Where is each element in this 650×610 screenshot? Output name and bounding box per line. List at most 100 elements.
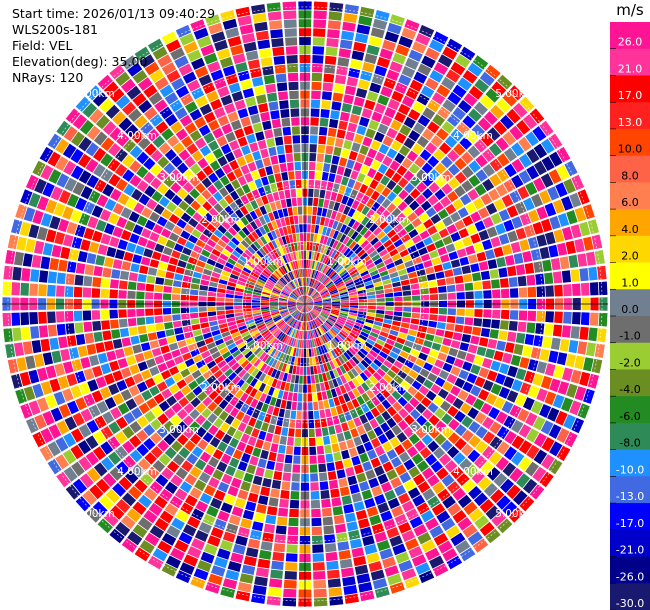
velocity-gate bbox=[411, 312, 421, 319]
velocity-gate bbox=[282, 313, 290, 319]
velocity-gate bbox=[248, 417, 257, 427]
velocity-gate bbox=[307, 277, 310, 287]
velocity-gate bbox=[246, 339, 255, 347]
velocity-gate bbox=[301, 296, 305, 304]
velocity-gate bbox=[290, 108, 300, 117]
field-label: Field: VEL bbox=[12, 38, 73, 53]
velocity-gate bbox=[398, 145, 411, 157]
velocity-gate bbox=[382, 323, 392, 329]
velocity-gate bbox=[366, 262, 375, 270]
velocity-gate bbox=[274, 136, 284, 146]
velocity-gate bbox=[478, 337, 489, 347]
velocity-gate bbox=[305, 277, 307, 286]
velocity-gate bbox=[384, 167, 396, 179]
velocity-gate bbox=[358, 334, 368, 341]
velocity-gate bbox=[300, 312, 303, 321]
velocity-gate bbox=[366, 312, 376, 317]
velocity-gate bbox=[242, 334, 252, 341]
velocity-gate bbox=[332, 240, 339, 249]
velocity-gate bbox=[126, 355, 137, 366]
velocity-gate bbox=[450, 385, 461, 397]
velocity-gate bbox=[324, 543, 337, 553]
velocity-gate bbox=[474, 139, 487, 153]
velocity-gate bbox=[241, 145, 251, 156]
velocity-gate bbox=[288, 307, 297, 312]
velocity-gate bbox=[28, 192, 41, 208]
velocity-gate bbox=[305, 304, 308, 313]
velocity-gate bbox=[267, 346, 275, 355]
velocity-gate bbox=[92, 320, 102, 331]
velocity-gate bbox=[374, 494, 386, 505]
velocity-gate bbox=[386, 229, 397, 239]
velocity-gate bbox=[402, 290, 412, 296]
velocity-gate bbox=[187, 343, 198, 352]
velocity-gate bbox=[398, 189, 409, 200]
velocity-gate bbox=[335, 357, 342, 367]
velocity-gate bbox=[525, 412, 538, 427]
velocity-gate bbox=[376, 339, 385, 346]
velocity-gate bbox=[453, 143, 466, 156]
velocity-gate bbox=[285, 274, 291, 282]
velocity-gate bbox=[456, 473, 470, 486]
velocity-gate bbox=[376, 293, 385, 299]
velocity-gate bbox=[316, 284, 324, 291]
velocity-gate bbox=[156, 216, 168, 227]
velocity-gate bbox=[313, 588, 327, 598]
velocity-gate bbox=[457, 517, 473, 531]
velocity-gate bbox=[261, 308, 270, 312]
velocity-gate bbox=[398, 451, 411, 463]
velocity-gate bbox=[137, 236, 148, 247]
velocity-gate bbox=[137, 77, 153, 91]
velocity-gate bbox=[315, 216, 321, 225]
velocity-gate bbox=[231, 269, 241, 277]
velocity-gate bbox=[572, 312, 581, 325]
velocity-gate bbox=[386, 469, 398, 481]
velocity-gate bbox=[305, 304, 312, 310]
velocity-gate bbox=[413, 71, 428, 84]
velocity-gate bbox=[255, 197, 264, 207]
velocity-gate bbox=[446, 315, 456, 324]
velocity-gate bbox=[320, 264, 326, 273]
velocity-gate bbox=[315, 356, 320, 365]
velocity-gate bbox=[265, 283, 274, 289]
velocity-gate bbox=[495, 373, 506, 385]
velocity-gate bbox=[387, 406, 397, 417]
velocity-gate bbox=[175, 467, 188, 480]
velocity-gate bbox=[244, 350, 253, 359]
velocity-gate bbox=[162, 352, 173, 362]
velocity-gate bbox=[286, 544, 298, 553]
velocity-gate bbox=[201, 189, 212, 200]
velocity-gate bbox=[363, 243, 373, 252]
velocity-gate bbox=[353, 96, 365, 107]
velocity-gate bbox=[191, 369, 202, 379]
velocity-gate bbox=[159, 488, 173, 502]
velocity-gate bbox=[298, 384, 303, 393]
velocity-gate bbox=[131, 407, 143, 420]
velocity-gate bbox=[359, 372, 369, 382]
velocity-gate bbox=[483, 482, 498, 497]
velocity-gate bbox=[507, 230, 518, 243]
velocity-gate bbox=[309, 339, 313, 348]
velocity-gate bbox=[305, 304, 312, 310]
velocity-gate bbox=[319, 314, 327, 320]
velocity-gate bbox=[299, 287, 303, 296]
velocity-gate bbox=[39, 445, 54, 462]
velocity-gate bbox=[556, 428, 570, 444]
velocity-gate bbox=[414, 156, 426, 168]
velocity-gate bbox=[227, 111, 239, 123]
velocity-gate bbox=[93, 163, 106, 178]
velocity-gate bbox=[386, 179, 397, 191]
velocity-gate bbox=[398, 492, 411, 505]
range-ring-label: 4.00km bbox=[117, 466, 157, 478]
velocity-gate bbox=[410, 318, 420, 325]
velocity-gate bbox=[382, 441, 393, 453]
velocity-gate bbox=[190, 318, 200, 325]
velocity-gate bbox=[344, 411, 353, 422]
velocity-gate bbox=[430, 232, 442, 242]
velocity-gate bbox=[412, 295, 421, 301]
velocity-gate bbox=[318, 373, 324, 383]
velocity-gate bbox=[480, 270, 491, 280]
velocity-gate bbox=[311, 72, 323, 82]
velocity-gate bbox=[268, 241, 275, 251]
velocity-gate bbox=[344, 278, 353, 285]
